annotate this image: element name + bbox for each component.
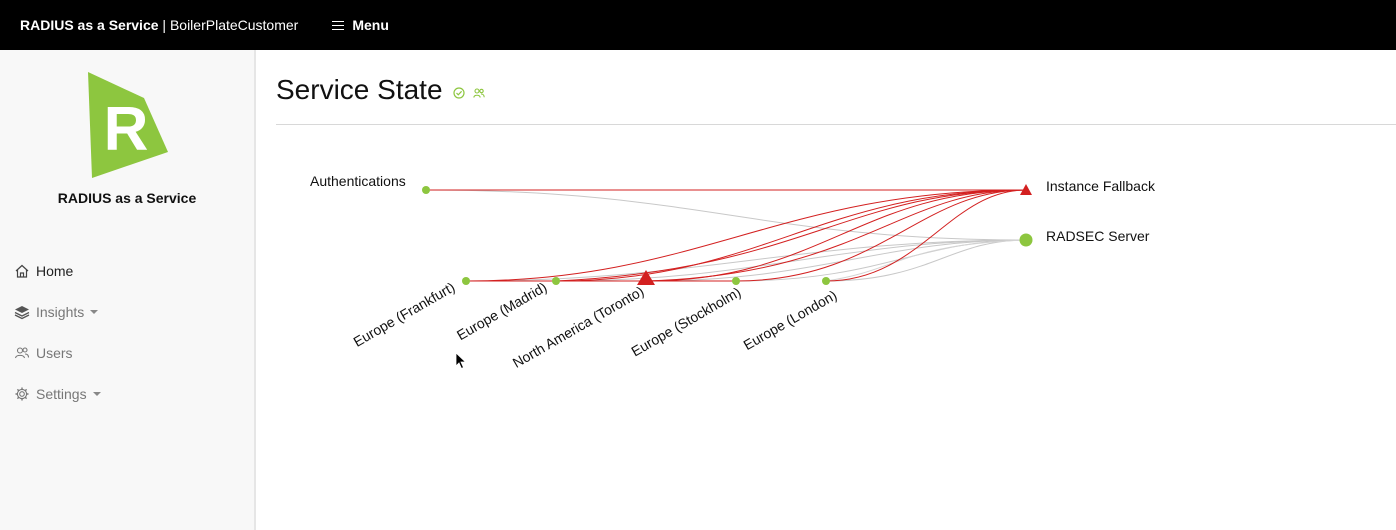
mouse-cursor-icon [455, 352, 467, 370]
gear-icon [15, 387, 29, 400]
node-europe-london[interactable] [822, 277, 830, 285]
sidebar-item-insights[interactable]: Insights [14, 291, 101, 332]
label-europe-frankfurt: Europe (Frankfurt) [350, 279, 457, 350]
menu-label: Menu [352, 17, 389, 33]
caret-down-icon [90, 309, 99, 314]
sidebar-nav: Home Insights Users Settings [14, 250, 101, 414]
sidebar-item-users[interactable]: Users [14, 332, 101, 373]
label-instance-fallback: Instance Fallback [1046, 178, 1156, 194]
hamburger-icon [332, 20, 345, 30]
menu-button[interactable]: Menu [332, 17, 389, 33]
users-icon [14, 346, 30, 358]
radius-logo: R [88, 72, 168, 178]
node-north-america-toronto[interactable] [637, 270, 655, 285]
main-content: Service State [256, 50, 1396, 530]
caret-down-icon [92, 391, 101, 396]
sidebar-item-label: Insights [36, 303, 85, 320]
label-radsec-server: RADSEC Server [1046, 228, 1150, 244]
node-europe-frankfurt[interactable] [462, 277, 470, 285]
node-europe-madrid[interactable] [552, 277, 560, 285]
label-europe-london: Europe (London) [740, 287, 839, 353]
sidebar-item-label: Users [36, 344, 73, 361]
label-europe-madrid: Europe (Madrid) [454, 279, 550, 343]
node-authentications[interactable] [422, 186, 430, 194]
sidebar-item-label: Settings [36, 385, 87, 402]
customer-name: | BoilerPlateCustomer [158, 17, 299, 33]
brand-title[interactable]: RADIUS as a Service | BoilerPlateCustome… [20, 17, 298, 33]
app-name: RADIUS as a Service [57, 190, 197, 206]
graph-links [425, 189, 1027, 282]
layers-icon [14, 305, 30, 319]
label-authentications: Authentications [310, 173, 406, 189]
sidebar-item-settings[interactable]: Settings [14, 373, 101, 414]
users-status-icon[interactable] [472, 87, 485, 99]
title-status-icons [452, 87, 485, 99]
top-navbar: RADIUS as a Service | BoilerPlateCustome… [0, 0, 1396, 50]
logo-letter: R [104, 95, 149, 164]
sidebar-item-label: Home [36, 262, 74, 279]
home-icon [15, 264, 29, 278]
title-divider [276, 124, 1396, 125]
sidebar-item-home[interactable]: Home [14, 250, 101, 291]
node-instance-fallback[interactable] [1020, 184, 1032, 195]
node-europe-stockholm[interactable] [732, 277, 740, 285]
node-radsec-server[interactable] [1019, 233, 1033, 247]
sidebar: R RADIUS as a Service Home Insights User… [0, 50, 256, 530]
check-circle-icon[interactable] [452, 87, 465, 99]
page-title: Service State [276, 74, 485, 106]
page-title-text: Service State [276, 74, 443, 105]
brand-name: RADIUS as a Service [20, 17, 159, 33]
